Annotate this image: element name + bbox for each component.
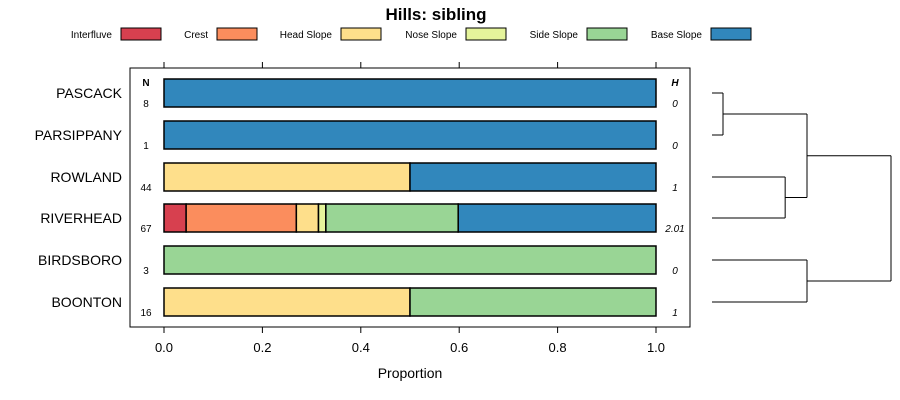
legend-swatch: [120, 27, 162, 41]
legend-label: Interfluve: [71, 30, 113, 41]
x-tick-label: 1.0: [647, 340, 665, 355]
legend-label: Side Slope: [530, 30, 579, 41]
n-value: 8: [143, 99, 149, 110]
n-header: N: [142, 78, 149, 89]
n-value: 67: [140, 224, 152, 235]
bar-segment: [325, 203, 459, 233]
legend-swatch: [340, 27, 382, 41]
x-tick-label: 0.4: [352, 340, 370, 355]
bar-segment: [295, 203, 320, 233]
bar-segment: [409, 287, 657, 317]
category-label: ROWLAND: [50, 169, 122, 185]
h-value: 0: [672, 141, 678, 152]
bar-segment: [163, 120, 657, 150]
h-value: 1: [672, 183, 678, 194]
legend-label: Crest: [184, 30, 208, 41]
x-tick-label: 0.2: [253, 340, 271, 355]
category-label: BOONTON: [51, 294, 122, 310]
x-tick-label: 0.6: [450, 340, 468, 355]
bar-segment: [457, 203, 657, 233]
bar-segment: [163, 78, 657, 108]
category-label: RIVERHEAD: [40, 210, 122, 226]
legend-label: Nose Slope: [405, 30, 457, 41]
n-value: 3: [143, 266, 149, 277]
legend-swatch: [465, 27, 507, 41]
n-value: 44: [140, 183, 152, 194]
legend-swatch: [216, 27, 258, 41]
h-value: 1: [672, 308, 678, 319]
dendrogram: [712, 92, 892, 303]
legend-swatch: [710, 27, 752, 41]
plot-area: 0.0 0.2 0.4 0.6 0.8 1.0 N H PASCACK 8 0 PARSIPPANY 1…: [35, 62, 691, 355]
n-value: 1: [143, 141, 149, 152]
bar-segment: [409, 162, 657, 192]
legend-label: Head Slope: [280, 30, 333, 41]
legend: Interfluve Crest Head Slope Nose Slope Side …: [71, 27, 752, 41]
h-value: 0: [672, 266, 678, 277]
bar-segment: [185, 203, 298, 233]
n-value: 16: [140, 308, 152, 319]
category-label: PASCACK: [56, 85, 123, 101]
legend-label: Base Slope: [651, 30, 703, 41]
h-value: 2.01: [664, 224, 684, 235]
x-tick-label: 0.0: [155, 340, 173, 355]
chart-title: Hills: sibling: [385, 5, 486, 24]
x-tick-label: 0.8: [549, 340, 567, 355]
h-value: 0: [672, 99, 678, 110]
plot-frame: [129, 67, 691, 328]
bar-segment: [163, 287, 411, 317]
bar-segment: [163, 245, 657, 275]
bar-segment: [317, 203, 327, 233]
bar-segment: [163, 203, 187, 233]
category-label: BIRDSBORO: [38, 252, 122, 268]
h-header: H: [671, 78, 679, 89]
x-axis-title: Proportion: [378, 365, 443, 381]
legend-swatch: [586, 27, 628, 41]
bar-segment: [163, 162, 411, 192]
category-label: PARSIPPANY: [35, 127, 123, 143]
